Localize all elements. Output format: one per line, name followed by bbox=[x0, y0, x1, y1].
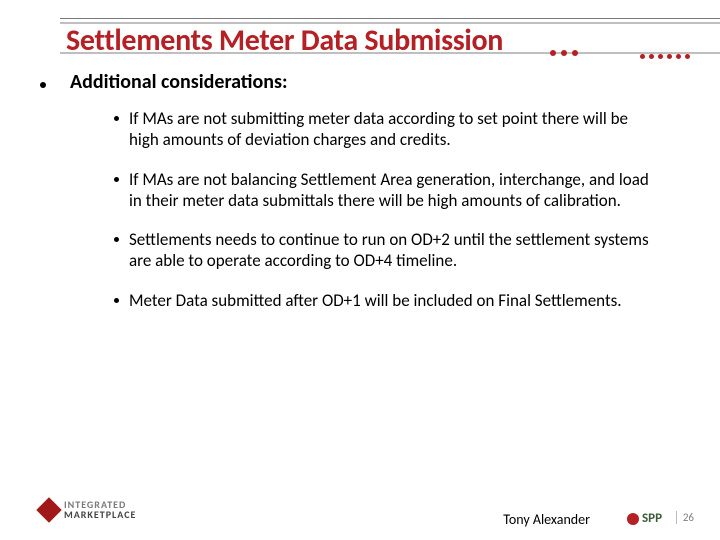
list-item: If MAs are not submitting meter data acc… bbox=[114, 108, 660, 151]
list-item: Settlements needs to continue to run on … bbox=[114, 229, 660, 272]
spp-logo: SPP bbox=[627, 511, 662, 526]
logo-line2: MARKETPLACE bbox=[64, 508, 136, 521]
bullet-text: Meter Data submitted after OD+1 will be … bbox=[129, 290, 622, 311]
bullet-text: Settlements needs to continue to run on … bbox=[129, 229, 660, 272]
content-area: Additional considerations: If MAs are no… bbox=[40, 70, 660, 329]
footer: INTEGRATED MARKETPLACE Tony Alexander SP… bbox=[40, 492, 700, 528]
bullet-text: If MAs are not submitting meter data acc… bbox=[129, 108, 660, 151]
bullet-icon bbox=[40, 82, 46, 88]
heading-bullet: Additional considerations: bbox=[40, 70, 660, 94]
list-item: If MAs are not balancing Settlement Area… bbox=[114, 169, 660, 212]
cube-icon bbox=[36, 497, 61, 522]
accent-dots-icon bbox=[640, 54, 690, 59]
integrated-marketplace-logo: INTEGRATED MARKETPLACE bbox=[40, 500, 136, 520]
spp-text: SPP bbox=[642, 511, 662, 526]
bullet-icon bbox=[114, 177, 119, 182]
bullet-icon bbox=[114, 237, 119, 242]
globe-icon bbox=[627, 513, 639, 525]
page-number: 26 bbox=[676, 511, 694, 524]
logo-text: INTEGRATED MARKETPLACE bbox=[64, 500, 136, 520]
list-item: Meter Data submitted after OD+1 will be … bbox=[114, 290, 660, 311]
bullet-icon bbox=[114, 298, 119, 303]
heading-text: Additional considerations: bbox=[70, 70, 288, 94]
sub-bullet-list: If MAs are not submitting meter data acc… bbox=[114, 108, 660, 311]
rule-line bbox=[60, 18, 720, 19]
accent-dots-icon bbox=[550, 50, 578, 56]
bullet-icon bbox=[114, 116, 119, 121]
bullet-text: If MAs are not balancing Settlement Area… bbox=[129, 169, 660, 212]
slide-title: Settlements Meter Data Submission bbox=[66, 22, 503, 59]
author-name: Tony Alexander bbox=[503, 511, 590, 528]
slide: Settlements Meter Data Submission Additi… bbox=[0, 0, 720, 540]
